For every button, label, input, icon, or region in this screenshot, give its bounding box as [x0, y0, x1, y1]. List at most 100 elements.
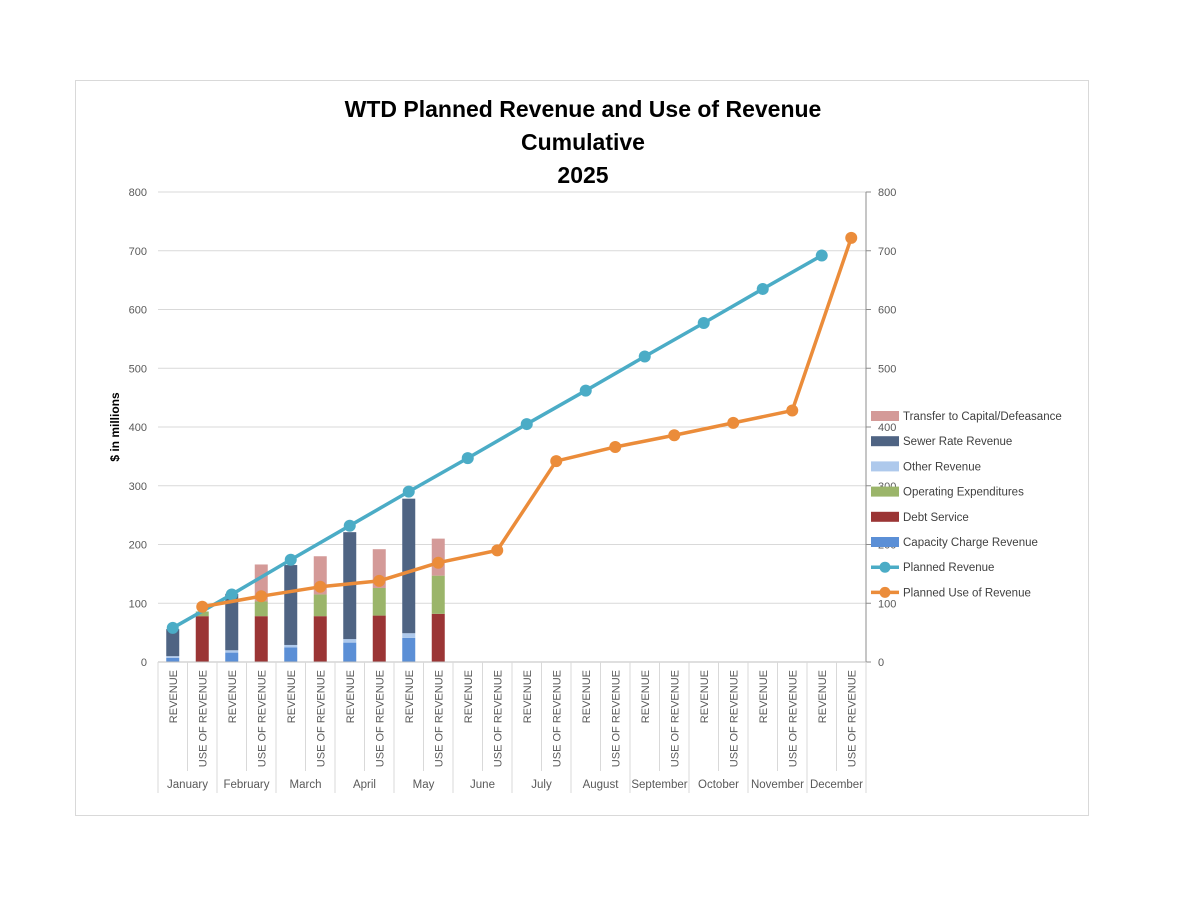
x-sub-category-label: USE OF REVENUE	[787, 670, 799, 767]
bar-segment-debt-service	[195, 616, 209, 662]
legend-label-capacity-charge-revenue: Capacity Charge Revenue	[903, 537, 1038, 549]
legend-label-debt-service: Debt Service	[903, 512, 969, 524]
x-sub-category-label: REVENUE	[581, 670, 593, 723]
legend-label-planned-use-of-revenue: Planned Use of Revenue	[903, 587, 1031, 599]
title-line-1: WTD Planned Revenue and Use of Revenue	[345, 96, 822, 122]
x-month-label: February	[223, 779, 269, 791]
x-sub-category-label: USE OF REVENUE	[374, 670, 386, 767]
point-planned-revenue	[520, 418, 533, 431]
y2-tick-label: 500	[878, 363, 896, 375]
x-sub-category-label: USE OF REVENUE	[433, 670, 445, 767]
point-planned-revenue	[815, 249, 828, 262]
title-line-2: Cumulative	[521, 129, 645, 155]
bar-segment-other-revenue	[284, 644, 298, 648]
y-tick-label: 100	[129, 598, 147, 610]
x-sub-category-label: USE OF REVENUE	[197, 670, 209, 767]
x-sub-category-label: USE OF REVENUE	[315, 670, 327, 767]
x-sub-category-label: USE OF REVENUE	[610, 670, 622, 767]
bar-segment-other-revenue	[343, 639, 357, 643]
point-planned-revenue	[579, 384, 592, 397]
bar-segment-debt-service	[372, 615, 386, 662]
point-planned-use-of-revenue	[491, 544, 504, 557]
y-axis-left: 0 100 200 300 400 500 600 700 800	[129, 187, 147, 669]
y2-tick-label: 700	[878, 246, 896, 258]
legend-swatch-capacity-charge-revenue	[871, 537, 899, 547]
point-planned-use-of-revenue	[373, 574, 386, 587]
x-month-label: July	[531, 779, 552, 791]
bar-segment-sewer-rate-revenue	[166, 629, 180, 657]
x-month-label: November	[751, 779, 804, 791]
legend-label-other-revenue: Other Revenue	[903, 461, 981, 473]
x-sub-category-label: REVENUE	[640, 670, 652, 723]
point-planned-revenue	[343, 519, 356, 532]
chart-title: WTD Planned Revenue and Use of Revenue C…	[345, 96, 822, 188]
y2-tick-label: 800	[878, 187, 896, 199]
y2-tick-label: 100	[878, 598, 896, 610]
x-month-label: June	[470, 779, 495, 791]
point-planned-use-of-revenue	[786, 404, 799, 417]
bar-segment-capacity-charge-revenue	[343, 642, 357, 662]
x-sub-category-label: USE OF REVENUE	[256, 670, 268, 767]
legend-marker-planned-revenue	[879, 561, 891, 573]
bar-segment-debt-service	[254, 616, 268, 662]
legend-label-operating-expenditures: Operating Expenditures	[903, 487, 1024, 499]
stacked-bars	[158, 498, 866, 663]
bar-segment-sewer-rate-revenue	[284, 565, 298, 645]
point-planned-use-of-revenue	[550, 455, 563, 468]
bar-segment-sewer-rate-revenue	[402, 498, 416, 634]
point-planned-revenue	[225, 588, 238, 601]
x-sub-category-label: REVENUE	[404, 670, 416, 723]
point-planned-use-of-revenue	[432, 556, 445, 569]
legend: Transfer to Capital/Defeasance Sewer Rate…	[871, 411, 1062, 599]
bar-segment-other-revenue	[166, 656, 180, 658]
y-tick-label: 400	[129, 422, 147, 434]
y2-tick-label: 600	[878, 305, 896, 317]
y-tick-label: 200	[129, 540, 147, 552]
bar-segment-sewer-rate-revenue	[343, 532, 357, 640]
legend-swatch-sewer-rate-revenue	[871, 436, 899, 447]
y-tick-label: 700	[129, 246, 147, 258]
x-month-label: March	[290, 779, 322, 791]
point-planned-use-of-revenue	[845, 231, 858, 244]
line-series	[166, 231, 858, 634]
y-tick-label: 600	[129, 305, 147, 317]
point-planned-revenue	[402, 485, 415, 498]
bar-segment-capacity-charge-revenue	[284, 647, 298, 662]
y-tick-label: 0	[141, 657, 147, 669]
legend-swatch-operating-expenditures	[871, 486, 899, 497]
bar-segment-operating-expenditures	[372, 587, 386, 616]
bar-segment-sewer-rate-revenue	[225, 593, 239, 651]
bar-segment-other-revenue	[402, 633, 416, 638]
y-tick-label: 300	[129, 481, 147, 493]
x-sub-category-label: REVENUE	[817, 670, 829, 723]
bar-segment-capacity-charge-revenue	[225, 652, 239, 662]
y-axis-label: $ in millions	[108, 392, 122, 462]
point-planned-revenue	[166, 621, 179, 634]
bar-segment-operating-expenditures	[254, 601, 268, 617]
x-month-label: December	[810, 779, 863, 791]
title-line-3: 2025	[557, 162, 608, 188]
x-sub-category-label: REVENUE	[463, 670, 475, 723]
gridlines	[158, 191, 866, 604]
point-planned-use-of-revenue	[314, 580, 327, 593]
x-sub-category-label: USE OF REVENUE	[669, 670, 681, 767]
point-planned-use-of-revenue	[255, 590, 268, 603]
y-tick-label: 800	[129, 187, 147, 199]
bar-segment-capacity-charge-revenue	[402, 637, 416, 662]
bar-segment-debt-service	[431, 613, 445, 662]
x-sub-category-label: REVENUE	[286, 670, 298, 723]
legend-label-sewer-rate-revenue: Sewer Rate Revenue	[903, 436, 1012, 448]
x-month-label: April	[353, 779, 376, 791]
x-sub-category-label: REVENUE	[227, 670, 239, 723]
bar-segment-operating-expenditures	[313, 594, 327, 617]
x-month-label: September	[631, 779, 687, 791]
legend-label-planned-revenue: Planned Revenue	[903, 562, 994, 574]
point-planned-use-of-revenue	[609, 440, 622, 453]
x-sub-category-label: REVENUE	[699, 670, 711, 723]
point-planned-revenue	[638, 350, 651, 363]
bar-segment-debt-service	[313, 616, 327, 662]
x-axis: REVENUE USE OF REVENUE January REVENUE USE O…	[157, 662, 867, 793]
point-planned-revenue	[697, 317, 710, 330]
x-sub-category-label: REVENUE	[345, 670, 357, 723]
